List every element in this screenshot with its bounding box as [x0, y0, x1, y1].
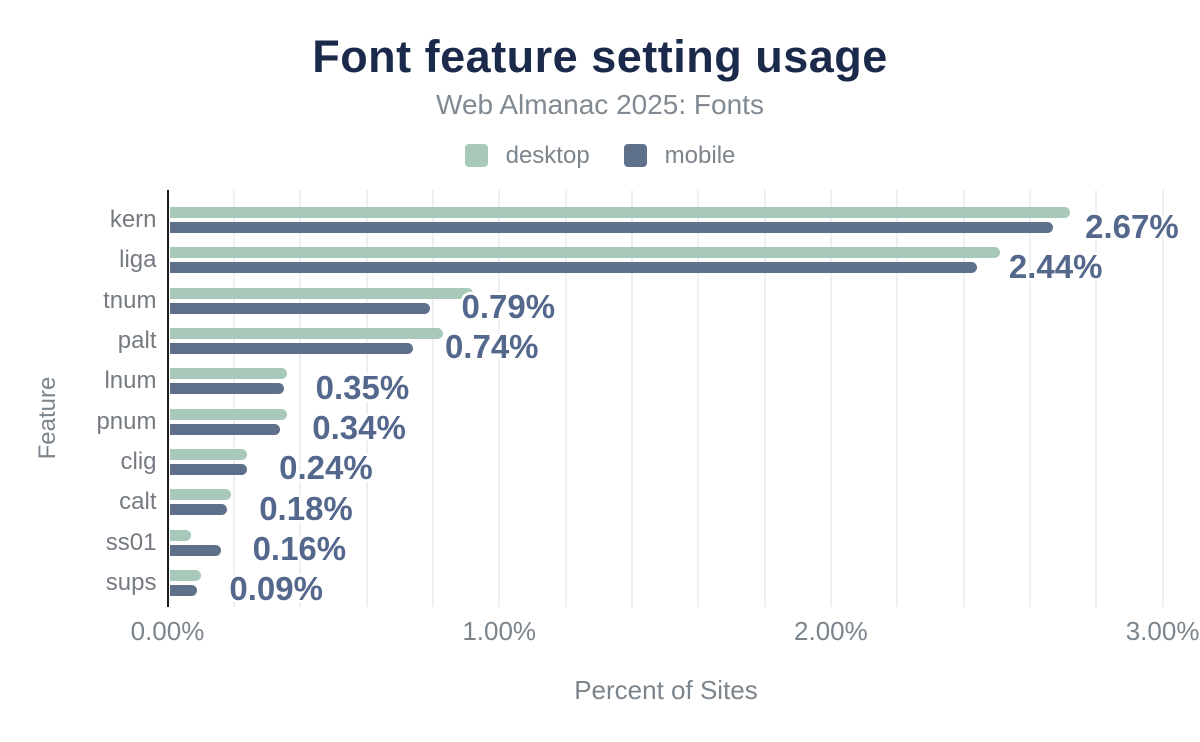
bar-mobile-clig	[169, 463, 248, 475]
y-axis-line	[167, 190, 169, 607]
chart-subtitle: Web Almanac 2025: Fonts	[436, 89, 764, 120]
gridline	[365, 190, 368, 607]
value-label-tnum: 0.79%	[461, 288, 556, 326]
y-tick-label-ss01: ss01	[105, 528, 157, 556]
legend: desktop mobile	[0, 142, 1200, 169]
gridline	[829, 190, 832, 607]
y-tick-label-tnum: tnum	[103, 286, 157, 314]
legend-item-mobile: mobile	[623, 142, 736, 169]
y-tick-label-palt: palt	[117, 326, 157, 354]
bar-mobile-kern	[169, 222, 1054, 233]
x-tick-label-2.00%: 2.00%	[794, 616, 868, 646]
gridline	[299, 190, 302, 607]
desktop-swatch-icon	[464, 144, 488, 167]
legend-label-desktop: desktop	[505, 142, 590, 169]
value-label-pnum: 0.34%	[312, 409, 406, 447]
y-tick-label-pnum: pnum	[96, 407, 157, 435]
value-label-palt: 0.74%	[444, 328, 539, 366]
gridline	[1028, 190, 1031, 607]
legend-label-mobile: mobile	[664, 142, 736, 169]
gridline	[1095, 190, 1098, 607]
y-tick-label-clig: clig	[120, 447, 157, 475]
bar-desktop-ss01	[169, 529, 191, 541]
value-label-liga: 2.44%	[1008, 247, 1103, 285]
x-tick-label-3.00%: 3.00%	[1125, 616, 1200, 646]
gridline	[962, 190, 965, 607]
bar-mobile-calt	[169, 504, 228, 516]
x-axis-title: Percent of Sites	[574, 675, 758, 705]
value-label-ss01: 0.16%	[252, 530, 347, 568]
y-axis-title: Feature	[34, 376, 61, 460]
bar-desktop-liga	[169, 247, 1001, 259]
gridline	[498, 190, 501, 607]
gridline	[232, 190, 235, 607]
x-tick-label-1.00%: 1.00%	[462, 616, 537, 646]
gridline	[431, 190, 434, 607]
bar-mobile-lnum	[169, 383, 284, 395]
value-label-clig: 0.24%	[279, 449, 373, 487]
x-tick-label-0.00%: 0.00%	[130, 616, 205, 646]
bar-desktop-tnum	[169, 287, 473, 299]
gridline	[630, 190, 633, 607]
value-label-calt: 0.18%	[259, 489, 353, 527]
y-tick-label-kern: kern	[109, 206, 157, 233]
bar-mobile-liga	[169, 262, 977, 274]
bar-desktop-calt	[169, 489, 231, 501]
y-tick-label-lnum: lnum	[104, 367, 157, 395]
chart-title: Font feature setting usage	[312, 31, 888, 82]
bar-desktop-sups	[169, 569, 201, 581]
bar-mobile-tnum	[169, 302, 430, 314]
y-tick-label-liga: liga	[119, 246, 157, 274]
value-label-lnum: 0.35%	[315, 368, 410, 406]
bar-mobile-palt	[169, 342, 413, 354]
value-label-kern: 2.67%	[1085, 207, 1179, 245]
mobile-swatch-icon	[623, 144, 647, 167]
gridline	[896, 190, 899, 607]
legend-item-desktop: desktop	[464, 142, 590, 169]
bar-desktop-pnum	[169, 408, 287, 420]
bar-mobile-sups	[169, 584, 198, 596]
bar-desktop-kern	[169, 207, 1070, 218]
gridline	[564, 190, 567, 607]
bar-mobile-pnum	[169, 423, 281, 435]
y-tick-label-calt: calt	[119, 488, 157, 516]
gridline	[697, 190, 700, 607]
bar-desktop-clig	[169, 448, 248, 460]
gridline	[1161, 190, 1164, 607]
bar-mobile-ss01	[169, 544, 221, 556]
bar-desktop-palt	[169, 327, 443, 339]
value-label-sups: 0.09%	[229, 570, 323, 608]
y-tick-label-sups: sups	[105, 568, 157, 596]
gridline	[763, 190, 766, 607]
bar-desktop-lnum	[169, 368, 287, 380]
